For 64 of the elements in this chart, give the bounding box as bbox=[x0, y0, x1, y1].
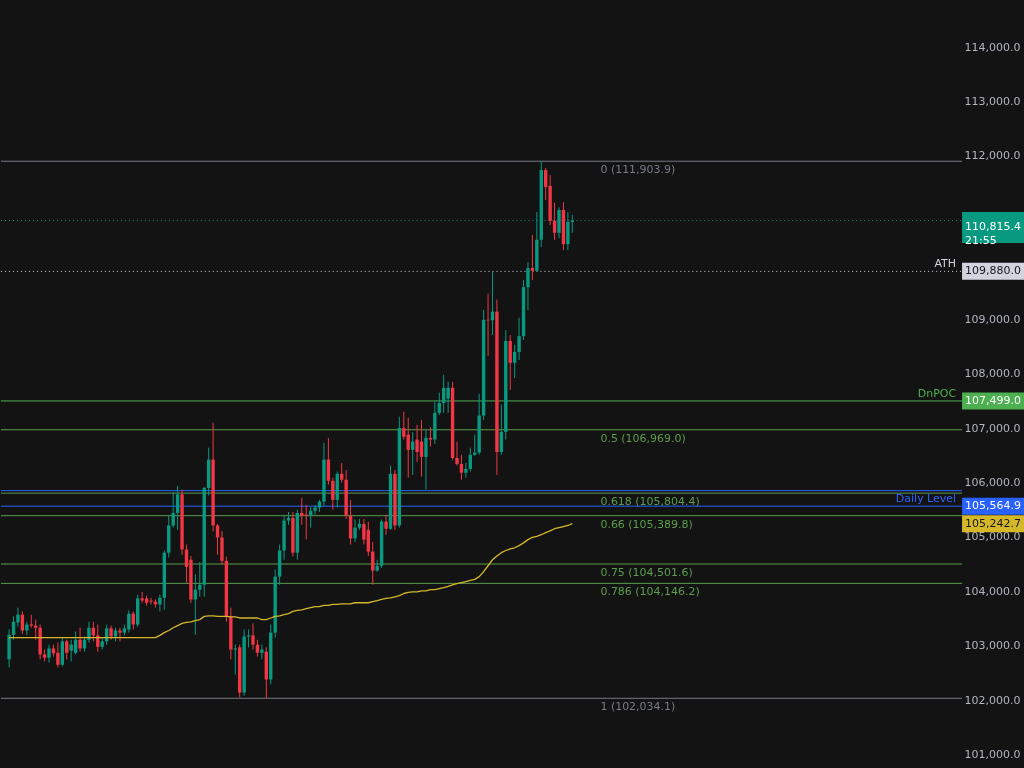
candlestick bbox=[424, 429, 428, 491]
text: 105,242.7 bbox=[965, 516, 1021, 530]
candlestick bbox=[415, 424, 419, 463]
candlestick bbox=[60, 637, 65, 667]
candlestick bbox=[428, 426, 433, 448]
text: 109,880.0 bbox=[965, 264, 1021, 278]
y-tick-label: 104,000.0 bbox=[964, 584, 1021, 598]
candlestick bbox=[56, 641, 60, 668]
candlestick bbox=[69, 639, 73, 663]
candlestick bbox=[455, 441, 459, 467]
candlestick bbox=[65, 639, 69, 660]
candlestick bbox=[464, 462, 468, 479]
y-tick-label: 101,000.0 bbox=[964, 748, 1021, 762]
candlestick bbox=[437, 392, 441, 416]
candlestick bbox=[402, 411, 406, 440]
y-tick-label: 103,000.0 bbox=[964, 639, 1021, 653]
candlestick bbox=[260, 644, 264, 660]
ref-line-label: ATH bbox=[934, 257, 957, 271]
y-tick-label: 105,000.0 bbox=[964, 530, 1021, 544]
candlestick bbox=[149, 597, 153, 605]
text: 107,499.0 bbox=[965, 393, 1021, 407]
text: 105,564.9 bbox=[965, 499, 1021, 513]
candlestick bbox=[220, 530, 224, 566]
y-tick-label: 106,000.0 bbox=[964, 475, 1021, 489]
candlestick bbox=[300, 497, 304, 526]
text: 21:55 bbox=[965, 234, 997, 248]
candlestick bbox=[233, 644, 237, 676]
candlestick bbox=[331, 477, 335, 511]
ref-line-label: 0.5 (106,969.0) bbox=[600, 431, 686, 445]
ref-line-label: 0.618 (105,804.4) bbox=[600, 495, 700, 509]
candlestick bbox=[446, 381, 450, 414]
text: 110,815.4 bbox=[965, 220, 1021, 234]
candlestick bbox=[313, 504, 317, 516]
ref-line-label: 1 (102,034.1) bbox=[600, 700, 676, 714]
y-tick-label: 112,000.0 bbox=[964, 149, 1021, 163]
candlestick bbox=[459, 454, 464, 481]
candlestick bbox=[140, 591, 144, 604]
y-tick-label: 102,000.0 bbox=[964, 693, 1021, 707]
candlestick bbox=[16, 607, 20, 628]
ref-line-label: 0.786 (104,146.2) bbox=[600, 585, 700, 599]
ref-line-label: 0.75 (104,501.6) bbox=[600, 566, 693, 580]
candlestick bbox=[340, 462, 344, 483]
candlestick bbox=[175, 485, 180, 531]
candlestick bbox=[78, 627, 82, 653]
y-tick-label: 108,000.0 bbox=[964, 367, 1021, 381]
y-tick-label: 109,000.0 bbox=[964, 312, 1021, 326]
ref-line-label: 0 (111,903.9) bbox=[600, 163, 676, 177]
candlestick bbox=[158, 594, 162, 612]
candlestick bbox=[526, 261, 530, 311]
y-tick-label: 113,000.0 bbox=[964, 95, 1021, 109]
ref-line-label: Daily Level bbox=[895, 492, 957, 506]
candlestick bbox=[530, 234, 535, 281]
candlestick bbox=[251, 622, 255, 651]
candlestick bbox=[127, 609, 131, 634]
y-tick-label: 114,000.0 bbox=[964, 40, 1021, 54]
candlestick bbox=[384, 514, 388, 536]
y-tick-label: 107,000.0 bbox=[964, 421, 1021, 435]
ref-line-label: DnPOC bbox=[917, 386, 957, 400]
candlestick bbox=[87, 621, 91, 643]
candlestick bbox=[517, 317, 521, 361]
candlestick bbox=[118, 627, 122, 642]
ref-line-label: 0.66 (105,389.8) bbox=[600, 517, 693, 531]
candlestick bbox=[353, 518, 357, 543]
candlestick bbox=[171, 491, 175, 529]
